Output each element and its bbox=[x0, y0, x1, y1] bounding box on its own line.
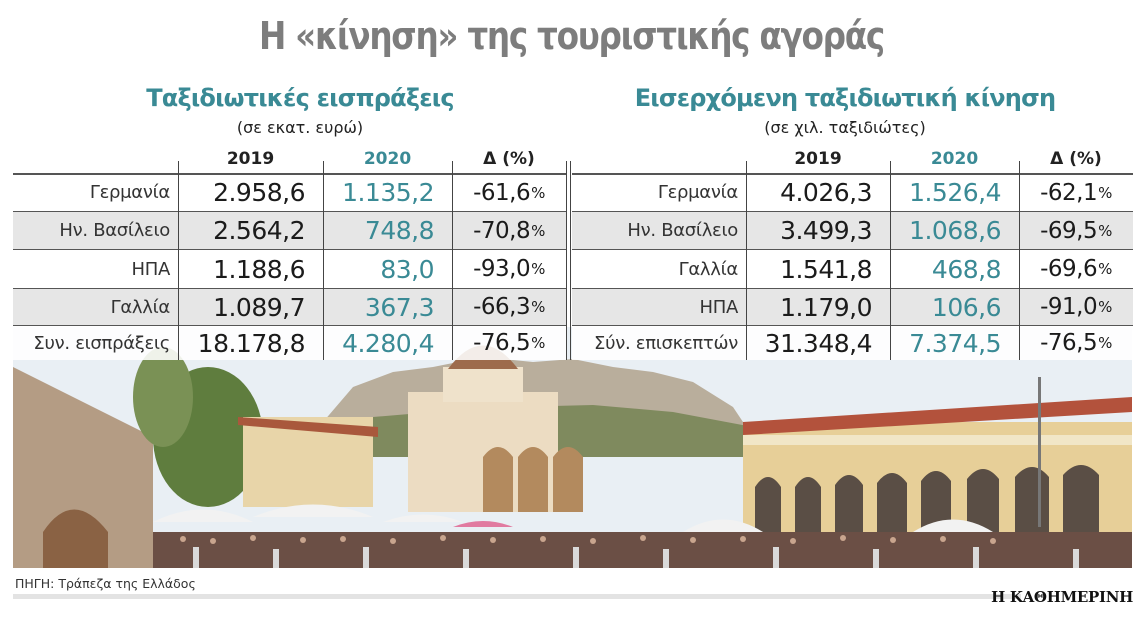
value-2019: 31.348,4 bbox=[764, 328, 873, 358]
footer-rule bbox=[13, 594, 1021, 599]
receipts-table: 2019 2020 Δ (%) Γερμανία 2.958,6 1.135,2… bbox=[13, 145, 566, 360]
arrivals-table-unit: (σε χιλ. ταξιδιώτες) bbox=[764, 118, 926, 137]
value-2020: 1.068,6 bbox=[909, 216, 1001, 245]
row-label: Γαλλία bbox=[110, 296, 171, 318]
photo-illustration bbox=[13, 327, 1132, 568]
table-separator-line bbox=[570, 161, 571, 360]
publisher-logo: Η ΚΑΘΗΜΕΡΙΝΗ bbox=[991, 588, 1133, 606]
col-header-2019: 2019 bbox=[226, 149, 275, 169]
row-label: Γαλλία bbox=[678, 258, 739, 280]
row-label: Συν. εισπράξεις bbox=[33, 332, 170, 354]
value-delta: -70,8% bbox=[473, 217, 545, 244]
col-header-2020: 2020 bbox=[363, 149, 412, 169]
table-row: Γερμανία 2.958,6 1.135,2 -61,6% bbox=[13, 174, 566, 211]
value-2020: 367,3 bbox=[364, 292, 435, 322]
value-2020: 7.374,5 bbox=[909, 328, 1001, 358]
value-delta: -93,0% bbox=[473, 256, 545, 282]
row-label: Ην. Βασίλειο bbox=[59, 220, 170, 241]
col-divider bbox=[323, 161, 324, 360]
value-2019: 18.178,8 bbox=[197, 328, 306, 358]
value-delta: -69,5% bbox=[1040, 217, 1112, 244]
table-row-total: Σύν. επισκεπτών 31.348,4 7.374,5 -76,5% bbox=[572, 326, 1133, 360]
table-header-row: 2019 2020 Δ (%) bbox=[13, 145, 566, 173]
receipts-table-unit: (σε εκατ. ευρώ) bbox=[236, 118, 364, 137]
value-2020: 748,8 bbox=[364, 216, 435, 245]
value-delta: -69,6% bbox=[1040, 256, 1112, 282]
receipts-table-title: Ταξιδιωτικές εισπράξεις bbox=[146, 84, 454, 112]
value-2020: 1.135,2 bbox=[342, 178, 434, 207]
value-2019: 1.188,6 bbox=[213, 254, 305, 284]
arrivals-table: 2019 2020 Δ (%) Γερμανία 4.026,3 1.526,4… bbox=[572, 145, 1133, 360]
table-row: Ην. Βασίλειο 2.564,2 748,8 -70,8% bbox=[13, 212, 566, 249]
col-header-delta: Δ (%) bbox=[1050, 149, 1102, 169]
row-label: Σύν. επισκεπτών bbox=[594, 332, 738, 354]
value-2019: 2.958,6 bbox=[213, 178, 305, 207]
value-delta: -76,5% bbox=[1040, 330, 1112, 356]
row-divider bbox=[13, 211, 566, 212]
row-divider bbox=[572, 288, 1133, 289]
value-2019: 1.541,8 bbox=[780, 254, 872, 284]
table-header-row: 2019 2020 Δ (%) bbox=[572, 145, 1133, 173]
table-row: Ην. Βασίλειο 3.499,3 1.068,6 -69,5% bbox=[572, 212, 1133, 249]
col-divider bbox=[452, 161, 453, 360]
table-row-total: Συν. εισπράξεις 18.178,8 4.280,4 -76,5% bbox=[13, 326, 566, 360]
row-label: Γερμανία bbox=[89, 182, 170, 203]
row-divider bbox=[572, 325, 1133, 326]
value-2020: 83,0 bbox=[380, 254, 434, 284]
value-2020: 1.526,4 bbox=[909, 178, 1001, 207]
col-divider bbox=[178, 161, 179, 360]
table-row: Γερμανία 4.026,3 1.526,4 -62,1% bbox=[572, 174, 1133, 211]
row-label: Ην. Βασίλειο bbox=[627, 220, 738, 241]
page-title: Η «κίνηση» της τουριστικής αγοράς bbox=[259, 14, 885, 58]
row-label: ΗΠΑ bbox=[699, 296, 739, 318]
table-row: Γαλλία 1.541,8 468,8 -69,6% bbox=[572, 250, 1133, 288]
table-separator-line bbox=[566, 161, 567, 360]
value-delta: -66,3% bbox=[473, 294, 545, 320]
col-divider bbox=[1019, 161, 1020, 360]
value-2019: 3.499,3 bbox=[780, 216, 872, 245]
col-divider bbox=[746, 161, 747, 360]
row-label: ΗΠΑ bbox=[131, 258, 171, 280]
value-2019: 2.564,2 bbox=[213, 216, 305, 245]
row-divider bbox=[13, 288, 566, 289]
col-header-2019: 2019 bbox=[794, 149, 842, 169]
row-label: Γερμανία bbox=[657, 182, 738, 203]
value-delta: -62,1% bbox=[1040, 179, 1112, 206]
row-divider bbox=[13, 249, 566, 250]
col-header-delta: Δ (%) bbox=[483, 149, 535, 169]
value-2019: 1.179,0 bbox=[780, 292, 872, 322]
source-note: ΠΗΓΗ: Τράπεζα της Ελλάδος bbox=[15, 576, 196, 591]
value-delta: -76,5% bbox=[473, 330, 545, 356]
value-2020: 106,6 bbox=[931, 292, 1002, 322]
table-row: ΗΠΑ 1.188,6 83,0 -93,0% bbox=[13, 250, 566, 288]
value-2020: 468,8 bbox=[931, 254, 1002, 284]
col-header-2020: 2020 bbox=[930, 149, 979, 169]
value-2019: 4.026,3 bbox=[780, 178, 872, 207]
value-delta: -91,0% bbox=[1040, 294, 1112, 320]
header-rule bbox=[572, 173, 1133, 175]
row-divider bbox=[13, 325, 566, 326]
header-rule bbox=[13, 173, 566, 175]
arrivals-table-title: Εισερχόμενη ταξιδιωτική κίνηση bbox=[634, 84, 1056, 112]
row-divider bbox=[572, 249, 1133, 250]
value-2020: 4.280,4 bbox=[342, 328, 434, 358]
value-delta: -61,6% bbox=[473, 179, 545, 206]
col-divider bbox=[890, 161, 891, 360]
value-2019: 1.089,7 bbox=[213, 292, 305, 322]
monastiraki-photo bbox=[13, 327, 1132, 568]
table-row: Γαλλία 1.089,7 367,3 -66,3% bbox=[13, 289, 566, 325]
row-divider bbox=[572, 211, 1133, 212]
table-row: ΗΠΑ 1.179,0 106,6 -91,0% bbox=[572, 289, 1133, 325]
